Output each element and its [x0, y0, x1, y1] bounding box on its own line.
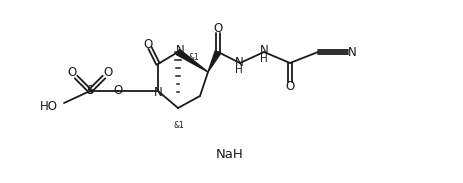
Text: O: O: [113, 85, 122, 98]
Polygon shape: [207, 51, 220, 72]
Text: O: O: [67, 66, 76, 79]
Text: N: N: [259, 44, 268, 57]
Text: O: O: [103, 66, 113, 79]
Text: H: H: [235, 65, 242, 75]
Text: H: H: [260, 54, 267, 64]
Text: N: N: [234, 55, 243, 68]
Text: HO: HO: [40, 100, 58, 113]
Text: N: N: [347, 46, 356, 59]
Text: O: O: [143, 38, 152, 51]
Text: &1: &1: [174, 120, 184, 130]
Text: N: N: [175, 44, 184, 57]
Text: O: O: [285, 79, 294, 92]
Text: NaH: NaH: [216, 148, 244, 162]
Text: &1: &1: [188, 53, 199, 63]
Text: S: S: [86, 85, 94, 98]
Text: O: O: [213, 23, 222, 36]
Text: N: N: [153, 85, 162, 98]
Polygon shape: [176, 50, 207, 72]
